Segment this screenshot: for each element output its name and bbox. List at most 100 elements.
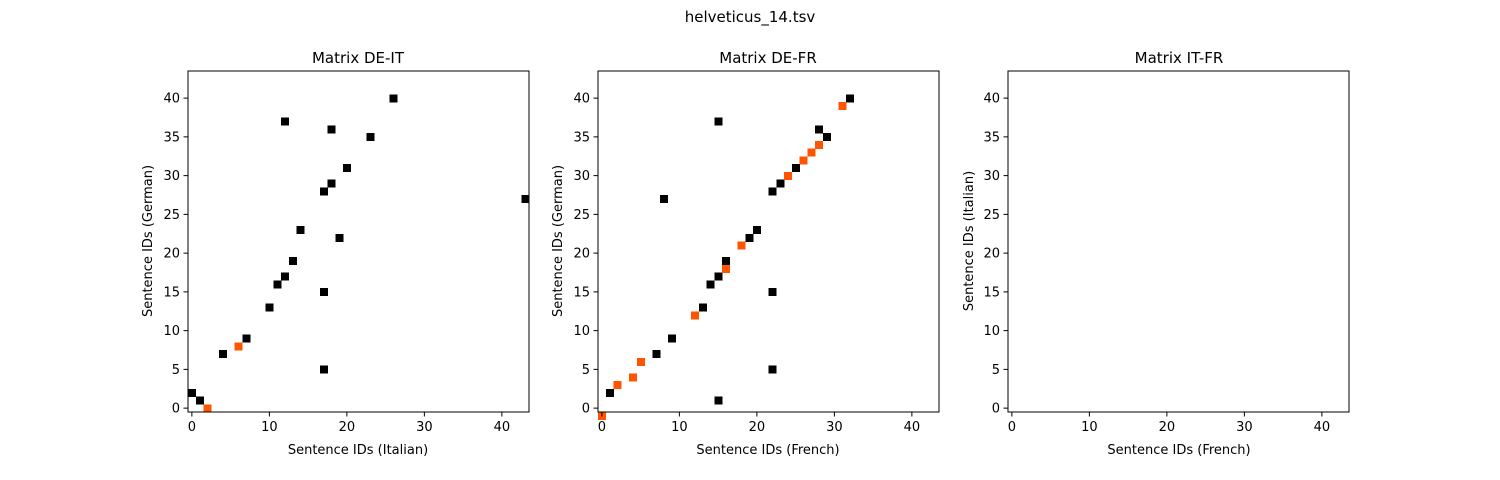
panel-de-fr-orange-cell bbox=[815, 140, 824, 149]
panel-de-fr-black-cell bbox=[698, 303, 707, 312]
panel-it-fr-y-tick-label: 30 bbox=[983, 169, 1000, 184]
panel-de-fr-x-tick-label: 20 bbox=[749, 420, 766, 435]
panel-de-it-x-tick-label: 10 bbox=[261, 420, 278, 435]
panel-it-fr-y-tick-label: 10 bbox=[983, 324, 1000, 339]
panel-it-fr-y-tick-label: 20 bbox=[983, 247, 1000, 262]
panel-de-fr-black-cell bbox=[768, 187, 777, 196]
panel-de-fr-black-cell bbox=[745, 233, 754, 242]
panel-de-it-black-cell bbox=[288, 257, 297, 266]
panel-it-fr-x-tick-label: 40 bbox=[1314, 420, 1331, 435]
panel-de-it-y-tick-label: 25 bbox=[163, 208, 180, 223]
panel-de-fr-orange-cell bbox=[799, 156, 808, 165]
panel-it-fr-frame bbox=[1007, 70, 1350, 413]
panel-de-fr-black-cell bbox=[722, 257, 731, 266]
panel-de-fr-y-tick-label: 5 bbox=[582, 363, 590, 378]
panel-de-fr-orange-cell bbox=[629, 373, 638, 382]
panel-de-it-ylabel: Sentence IDs (German) bbox=[141, 165, 156, 317]
panel-it-fr-x-tick-label: 10 bbox=[1081, 420, 1098, 435]
panel-de-fr-xlabel: Sentence IDs (French) bbox=[696, 443, 839, 458]
panel-de-fr-black-cell bbox=[605, 388, 614, 397]
panel-de-fr-black-cell bbox=[768, 288, 777, 297]
panel-de-it: Matrix DE-IT Sentence IDs (Italian) Sent… bbox=[141, 49, 530, 458]
panel-de-fr-black-cell bbox=[776, 179, 785, 188]
panel-de-fr-y-tick-label: 10 bbox=[573, 324, 590, 339]
panel-de-fr-x-tick-label: 40 bbox=[904, 420, 921, 435]
panel-de-it-y-tick-label: 15 bbox=[163, 285, 180, 300]
panel-it-fr: Matrix IT-FR Sentence IDs (French) Sente… bbox=[962, 49, 1350, 458]
panel-it-fr-y-tick-label: 0 bbox=[992, 402, 1000, 417]
panel-de-fr-x-tick-label: 30 bbox=[826, 420, 843, 435]
panel-de-fr-frame bbox=[597, 70, 940, 413]
panel-de-fr-orange-cell bbox=[722, 264, 731, 273]
panel-de-it-x-tick-label: 20 bbox=[339, 420, 356, 435]
panel-de-it-black-cell bbox=[319, 365, 328, 374]
panel-de-it-black-cell bbox=[335, 233, 344, 242]
panel-de-fr-black-cell bbox=[822, 133, 831, 142]
panel-de-it-orange-cell bbox=[203, 404, 212, 413]
panel-de-fr-y-tick-label: 40 bbox=[573, 92, 590, 107]
panel-de-it-black-cell bbox=[265, 303, 274, 312]
panel-de-it-y-tick-label: 40 bbox=[163, 92, 180, 107]
panel-de-it-x-tick-label: 40 bbox=[494, 420, 511, 435]
panel-de-fr-title: Matrix DE-FR bbox=[719, 49, 817, 67]
panel-de-it-black-cell bbox=[343, 164, 352, 173]
panel-de-it-black-cell bbox=[219, 350, 228, 359]
panel-de-it-y-tick-label: 0 bbox=[172, 402, 180, 417]
panel-de-it-y-tick-label: 10 bbox=[163, 324, 180, 339]
panel-de-fr-orange-cell bbox=[784, 171, 793, 180]
panel-it-fr-y-tick-label: 25 bbox=[983, 208, 1000, 223]
panel-de-it-black-cell bbox=[281, 272, 290, 281]
panel-de-fr-black-cell bbox=[768, 365, 777, 374]
panel-de-fr-black-cell bbox=[652, 350, 661, 359]
figure-title: helveticus_14.tsv bbox=[685, 8, 816, 27]
panel-de-fr-black-cell bbox=[714, 117, 723, 126]
panel-de-it-black-cell bbox=[327, 125, 336, 134]
panel-de-it-black-cell bbox=[366, 133, 375, 142]
panel-de-fr-y-tick-label: 15 bbox=[573, 285, 590, 300]
panel-de-it-y-tick-label: 5 bbox=[172, 363, 180, 378]
panel-de-fr-black-cell bbox=[714, 272, 723, 281]
panel-de-it-orange-cell bbox=[234, 342, 243, 351]
panel-de-it-plot-area bbox=[188, 71, 529, 412]
panel-it-fr-y-tick-label: 35 bbox=[983, 130, 1000, 145]
panel-de-fr-black-cell bbox=[791, 164, 800, 173]
panel-de-it-title: Matrix DE-IT bbox=[312, 49, 405, 67]
panel-de-it-black-cell bbox=[327, 179, 336, 188]
panel-de-it-black-cell bbox=[242, 334, 251, 343]
panel-it-fr-x-tick-label: 0 bbox=[1008, 420, 1016, 435]
panel-de-it-frame bbox=[187, 70, 530, 413]
panel-de-it-black-cell bbox=[273, 280, 282, 289]
panel-de-it-y-tick-label: 30 bbox=[163, 169, 180, 184]
panel-de-it-xlabel: Sentence IDs (Italian) bbox=[288, 443, 428, 458]
panel-de-fr-orange-cell bbox=[613, 381, 622, 390]
panel-de-fr-black-cell bbox=[815, 125, 824, 134]
panel-de-fr-y-tick-label: 35 bbox=[573, 130, 590, 145]
panel-de-fr-orange-cell bbox=[636, 357, 645, 366]
panel-de-fr-x-tick-label: 0 bbox=[598, 420, 606, 435]
panel-it-fr-x-tick-label: 20 bbox=[1159, 420, 1176, 435]
panel-de-fr-y-tick-label: 20 bbox=[573, 247, 590, 262]
panel-de-fr-y-tick-label: 25 bbox=[573, 208, 590, 223]
panel-de-it-y-tick-label: 20 bbox=[163, 247, 180, 262]
panel-it-fr-y-tick-label: 5 bbox=[992, 363, 1000, 378]
panel-it-fr-title: Matrix IT-FR bbox=[1135, 49, 1224, 67]
panel-de-it-x-tick-label: 30 bbox=[416, 420, 433, 435]
panel-it-fr-x-tick-label: 30 bbox=[1236, 420, 1253, 435]
panel-de-fr: Matrix DE-FR Sentence IDs (French) Sente… bbox=[551, 49, 940, 458]
panel-de-it-black-cell bbox=[281, 117, 290, 126]
panel-de-fr-y-tick-label: 0 bbox=[582, 402, 590, 417]
panel-de-it-black-cell bbox=[319, 288, 328, 297]
panel-de-fr-ylabel: Sentence IDs (German) bbox=[551, 165, 566, 317]
panel-de-it-black-cell bbox=[319, 187, 328, 196]
panel-de-fr-orange-cell bbox=[737, 241, 746, 250]
panel-de-fr-orange-cell bbox=[838, 102, 847, 111]
panel-de-it-black-cell bbox=[188, 388, 197, 397]
panel-de-fr-black-cell bbox=[660, 195, 669, 204]
panel-de-it-black-cell bbox=[195, 396, 204, 405]
panel-de-fr-y-tick-label: 30 bbox=[573, 169, 590, 184]
panel-de-fr-x-tick-label: 10 bbox=[671, 420, 688, 435]
panel-de-fr-black-cell bbox=[846, 94, 855, 103]
panel-de-it-black-cell bbox=[521, 195, 530, 204]
panel-it-fr-y-tick-label: 15 bbox=[983, 285, 1000, 300]
panel-de-fr-black-cell bbox=[714, 396, 723, 405]
